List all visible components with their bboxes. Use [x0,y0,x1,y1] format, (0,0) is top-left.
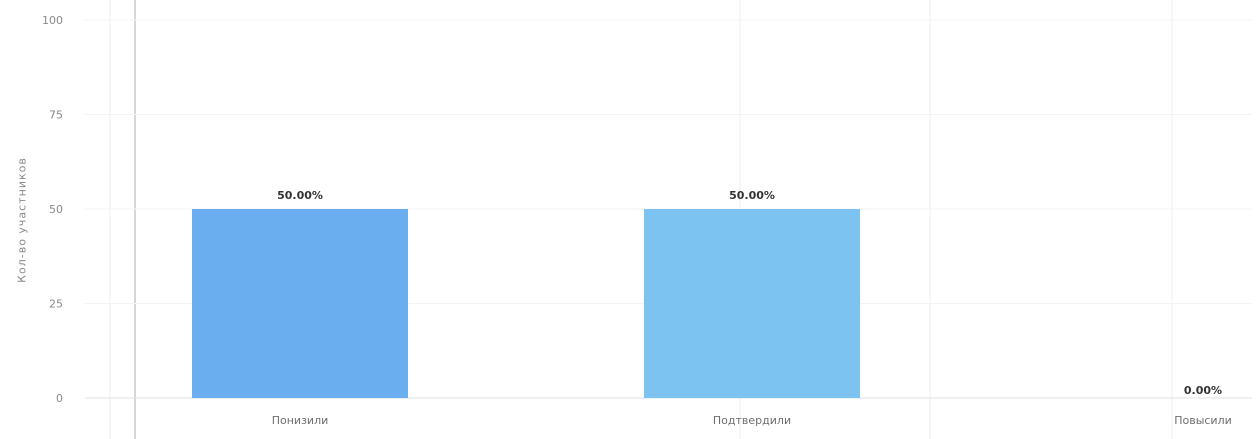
chart-bars [192,209,860,398]
data-labels: 50.00% 50.00% 0.00% [277,189,1222,397]
data-label: 0.00% [1184,384,1222,397]
x-tick-label: Подтвердили [713,414,791,427]
y-tick-label: 0 [56,392,63,405]
y-tick-label: 75 [49,109,63,122]
x-axis-ticks: Понизили Подтвердили Повысили [272,414,1232,427]
bar [644,209,860,398]
x-tick-label: Повысили [1174,414,1232,427]
y-tick-label: 50 [49,203,63,216]
y-tick-label: 25 [49,298,63,311]
y-axis-ticks: 0 25 50 75 100 [42,14,63,405]
data-label: 50.00% [277,189,323,202]
bar [192,209,408,398]
y-tick-label: 100 [42,14,63,27]
x-tick-label: Понизили [272,414,329,427]
data-label: 50.00% [729,189,775,202]
